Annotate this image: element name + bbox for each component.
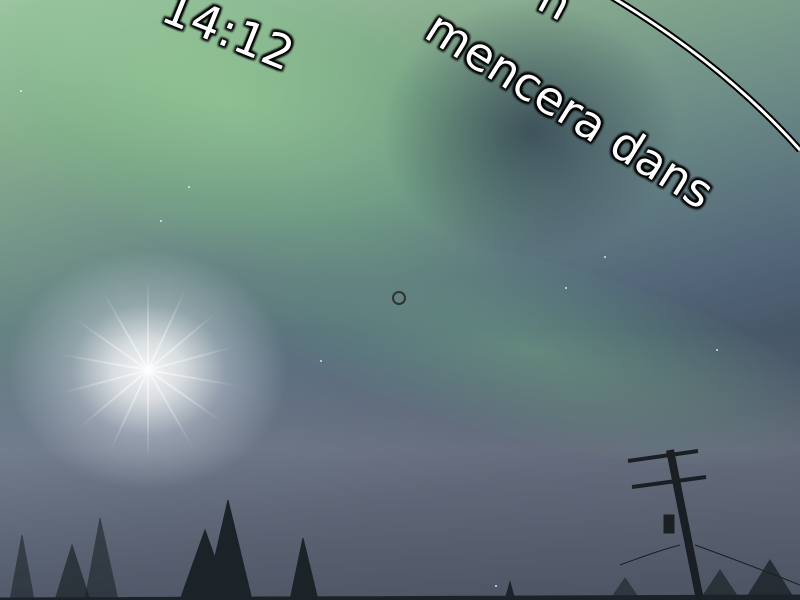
star — [20, 90, 22, 92]
dark-sky-patch — [380, 0, 680, 260]
star — [160, 220, 162, 222]
utility-pole — [620, 449, 800, 600]
star — [565, 287, 567, 289]
star — [188, 186, 190, 188]
treeline-silhouette — [0, 499, 800, 600]
star — [604, 256, 606, 258]
ring-cursor-icon — [392, 291, 406, 305]
star — [320, 360, 322, 362]
star — [716, 349, 718, 351]
star — [495, 585, 497, 587]
